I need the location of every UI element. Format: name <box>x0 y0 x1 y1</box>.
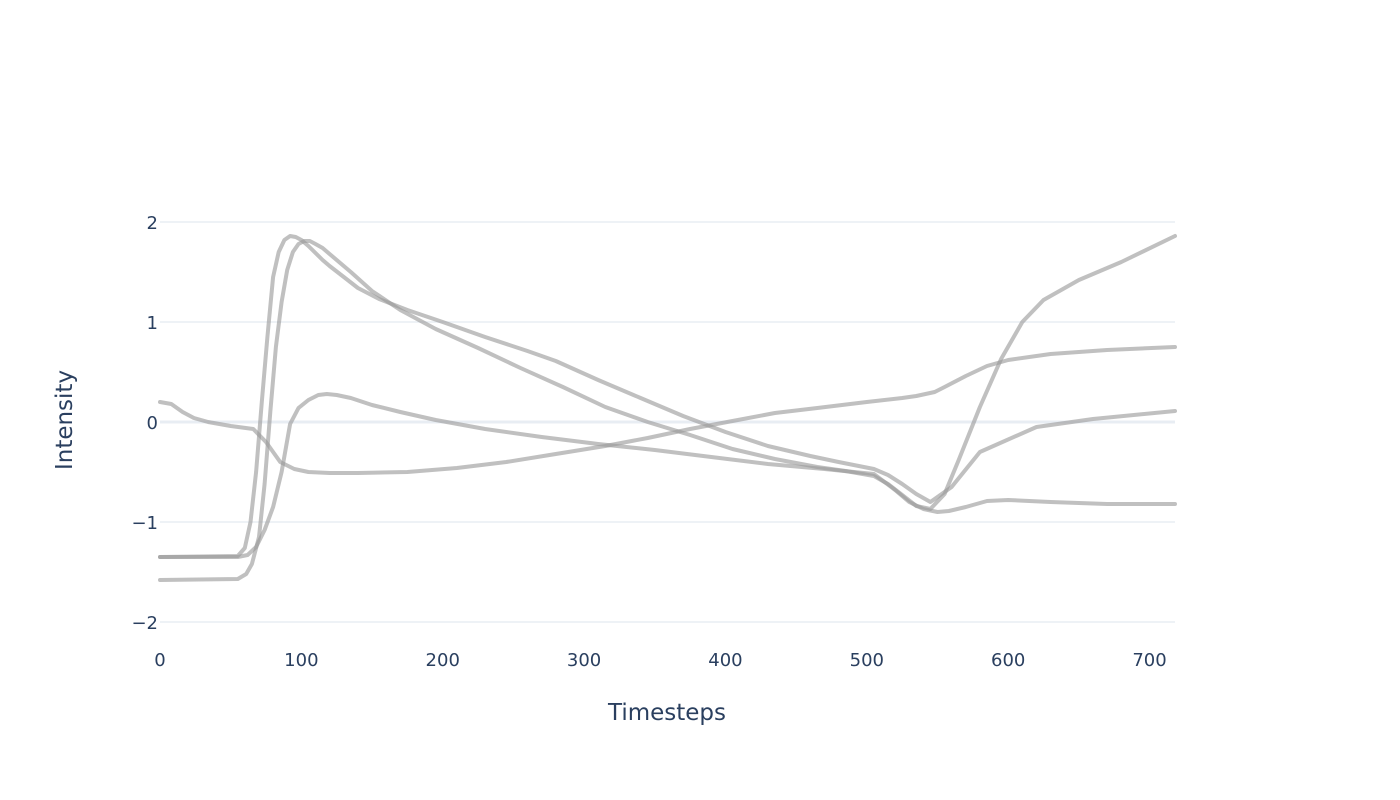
y-tick-label: −1 <box>131 513 158 534</box>
y-tick-label: 0 <box>147 413 158 434</box>
series-line-3 <box>158 345 1177 475</box>
x-axis-ticks: 0 100 200 300 400 500 600 700 <box>154 650 1166 671</box>
x-tick-label: 700 <box>1132 650 1166 671</box>
x-tick-label: 200 <box>426 650 460 671</box>
series-line-4 <box>158 392 1177 559</box>
series-line-2 <box>158 234 1177 582</box>
y-tick-label: −2 <box>131 613 158 634</box>
x-tick-label: 600 <box>991 650 1025 671</box>
x-tick-label: 0 <box>154 650 165 671</box>
y-axis-ticks: 2 1 0 −1 −2 <box>131 213 158 634</box>
x-axis-title: Timesteps <box>607 700 726 726</box>
x-tick-label: 500 <box>850 650 884 671</box>
series-line-1 <box>158 234 1177 559</box>
x-tick-label: 300 <box>567 650 601 671</box>
y-axis-title: Intensity <box>52 370 78 470</box>
y-tick-label: 2 <box>147 213 158 234</box>
series-lines <box>158 234 1177 582</box>
x-tick-label: 400 <box>708 650 742 671</box>
gridlines <box>160 221 1175 623</box>
y-tick-label: 1 <box>147 313 158 334</box>
x-tick-label: 100 <box>284 650 318 671</box>
